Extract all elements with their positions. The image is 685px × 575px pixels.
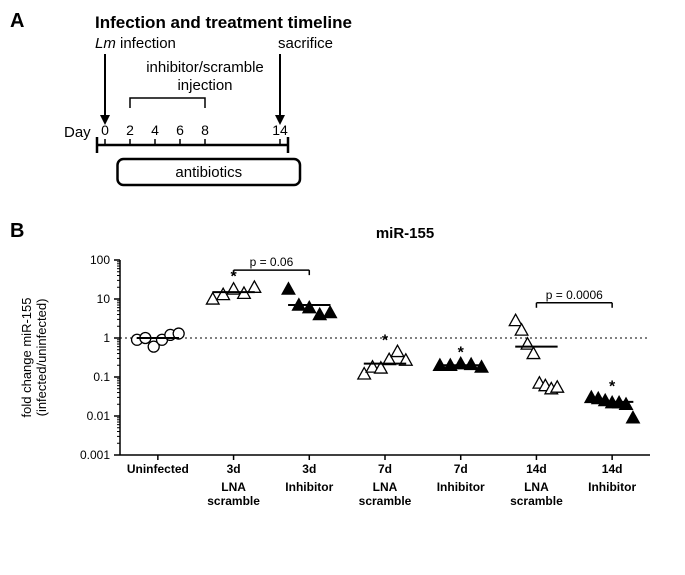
svg-text:7d: 7d	[378, 462, 392, 476]
svg-text:14d: 14d	[602, 462, 623, 476]
svg-text:6: 6	[176, 122, 184, 138]
svg-text:4: 4	[151, 122, 159, 138]
svg-text:Inhibitor: Inhibitor	[285, 480, 333, 494]
svg-text:8: 8	[201, 122, 209, 138]
svg-text:Infection and treatment timeli: Infection and treatment timeline	[95, 13, 352, 32]
svg-text:14: 14	[272, 122, 288, 138]
svg-text:*: *	[382, 333, 389, 350]
svg-text:0.1: 0.1	[93, 370, 110, 384]
svg-text:scramble: scramble	[359, 494, 412, 508]
svg-text:7d: 7d	[454, 462, 468, 476]
svg-text:Uninfected: Uninfected	[127, 462, 189, 476]
svg-text:10: 10	[97, 292, 111, 306]
svg-text:LNA: LNA	[524, 480, 549, 494]
svg-text:0.001: 0.001	[80, 448, 110, 462]
svg-text:p = 0.0006: p = 0.0006	[546, 288, 603, 302]
svg-text:injection: injection	[177, 77, 232, 94]
svg-text:Inhibitor: Inhibitor	[437, 480, 485, 494]
svg-text:Day: Day	[64, 124, 91, 141]
svg-text:Inhibitor: Inhibitor	[588, 480, 636, 494]
svg-text:3d: 3d	[227, 462, 241, 476]
svg-text:2: 2	[126, 122, 134, 138]
svg-text:LNA: LNA	[221, 480, 246, 494]
svg-text:p = 0.06: p = 0.06	[250, 255, 294, 269]
svg-text:Lm infection: Lm infection	[95, 35, 176, 52]
svg-text:0: 0	[101, 122, 109, 138]
panel-b-svg: miR-155 0.001 0.01 0.1 1 10 100 fold change miR…	[10, 220, 675, 560]
svg-text:LNA: LNA	[373, 480, 398, 494]
svg-text:antibiotics: antibiotics	[175, 164, 242, 181]
panel-a-label: A	[10, 10, 24, 33]
svg-text:*: *	[458, 345, 465, 362]
svg-text:*: *	[609, 378, 616, 395]
svg-text:100: 100	[90, 253, 110, 267]
panel-b: B miR-1550.0010.010.1110100fold change m…	[10, 220, 675, 560]
svg-text:scramble: scramble	[510, 494, 563, 508]
panel-a: A Infection and treatment timeline Lm inf…	[10, 10, 675, 210]
svg-text:fold change miR-155(infected/u: fold change miR-155(infected/uninfected)	[19, 298, 49, 418]
svg-text:3d: 3d	[302, 462, 316, 476]
svg-text:1: 1	[103, 331, 110, 345]
svg-text:miR-155: miR-155	[376, 225, 434, 242]
svg-text:0.01: 0.01	[87, 409, 111, 423]
svg-text:sacrifice: sacrifice	[278, 35, 333, 52]
svg-text:scramble: scramble	[207, 494, 260, 508]
svg-text:14d: 14d	[526, 462, 547, 476]
panel-a-svg: Infection and treatment timeline Lm infec…	[50, 10, 470, 210]
svg-text:inhibitor/scramble: inhibitor/scramble	[146, 59, 264, 76]
